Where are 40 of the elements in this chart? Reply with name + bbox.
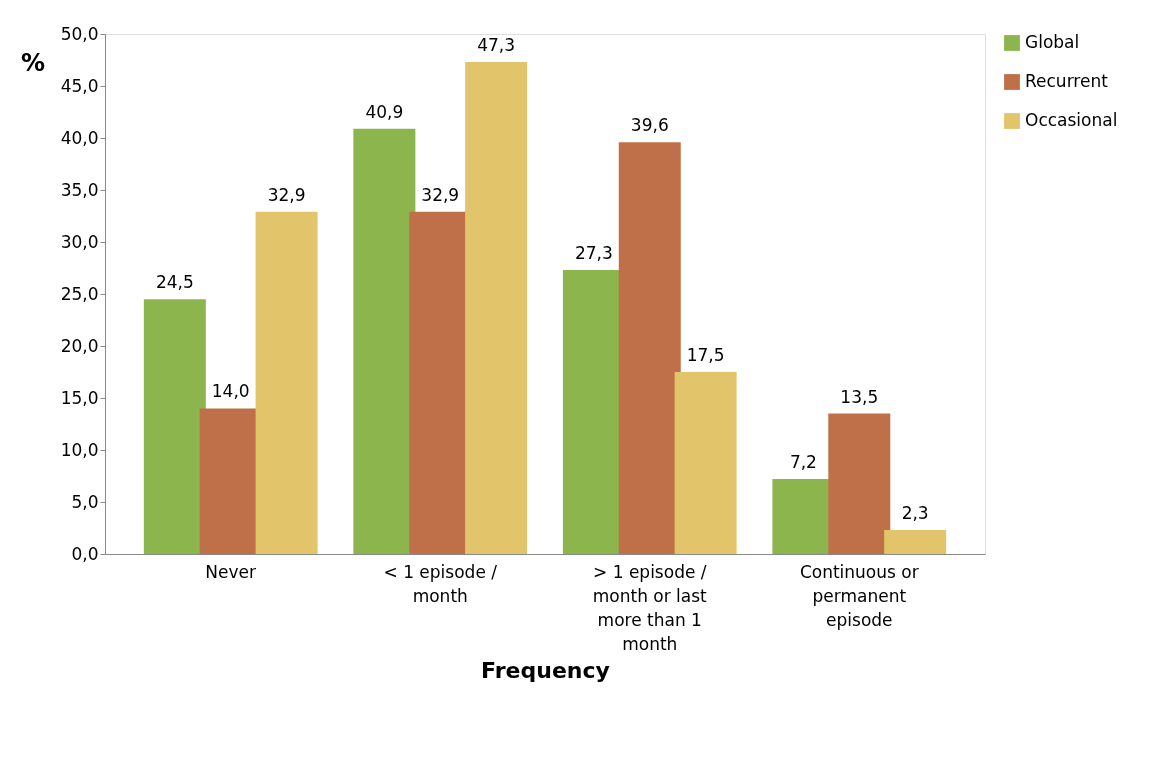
y-tick-label: 25,0 [60, 283, 99, 304]
x-tick-label: Never [205, 561, 257, 582]
data-label: 32,9 [267, 184, 306, 205]
data-label: 24,5 [155, 272, 194, 293]
data-label: 2,3 [901, 503, 929, 524]
data-label: 27,3 [574, 243, 613, 264]
data-label: 14,0 [211, 381, 250, 402]
data-label: 7,2 [789, 452, 817, 473]
y-tick-label: 30,0 [60, 231, 99, 252]
y-tick-label: 35,0 [60, 179, 99, 200]
x-axis-title: Frequency [481, 657, 610, 683]
x-tick-label: > 1 episode / month or last more than 1 month [592, 561, 708, 654]
legend-label: Global [1025, 32, 1080, 52]
bar [674, 372, 737, 554]
y-tick-label: 15,0 [60, 387, 99, 408]
bar [828, 413, 891, 554]
x-tick-label: Continuous or permanent episode [799, 561, 919, 630]
y-tick-label: 50,0 [60, 23, 99, 44]
y-tick-label: 0,0 [71, 543, 99, 564]
bar [465, 62, 528, 554]
legend-label: Occasional [1025, 110, 1118, 130]
bar [884, 530, 947, 554]
data-label: 17,5 [686, 345, 725, 365]
x-tick-label: < 1 episode / month [383, 561, 498, 606]
y-tick-label: 45,0 [60, 75, 99, 96]
y-tick-label: 20,0 [60, 335, 99, 356]
y-axis-title: % [20, 49, 45, 77]
data-label: 13,5 [840, 386, 879, 407]
data-label: 39,6 [630, 115, 669, 136]
y-tick-label: 10,0 [60, 439, 99, 460]
data-label: 40,9 [365, 101, 404, 122]
y-tick-label: 5,0 [71, 491, 99, 512]
bar [618, 142, 681, 554]
bar [255, 211, 318, 554]
bar [353, 128, 416, 554]
y-tick-label: 40,0 [60, 127, 99, 148]
data-label: 47,3 [477, 35, 516, 56]
legend-label: Recurrent [1025, 71, 1109, 91]
data-label: 32,9 [421, 184, 460, 205]
bar [143, 299, 206, 554]
